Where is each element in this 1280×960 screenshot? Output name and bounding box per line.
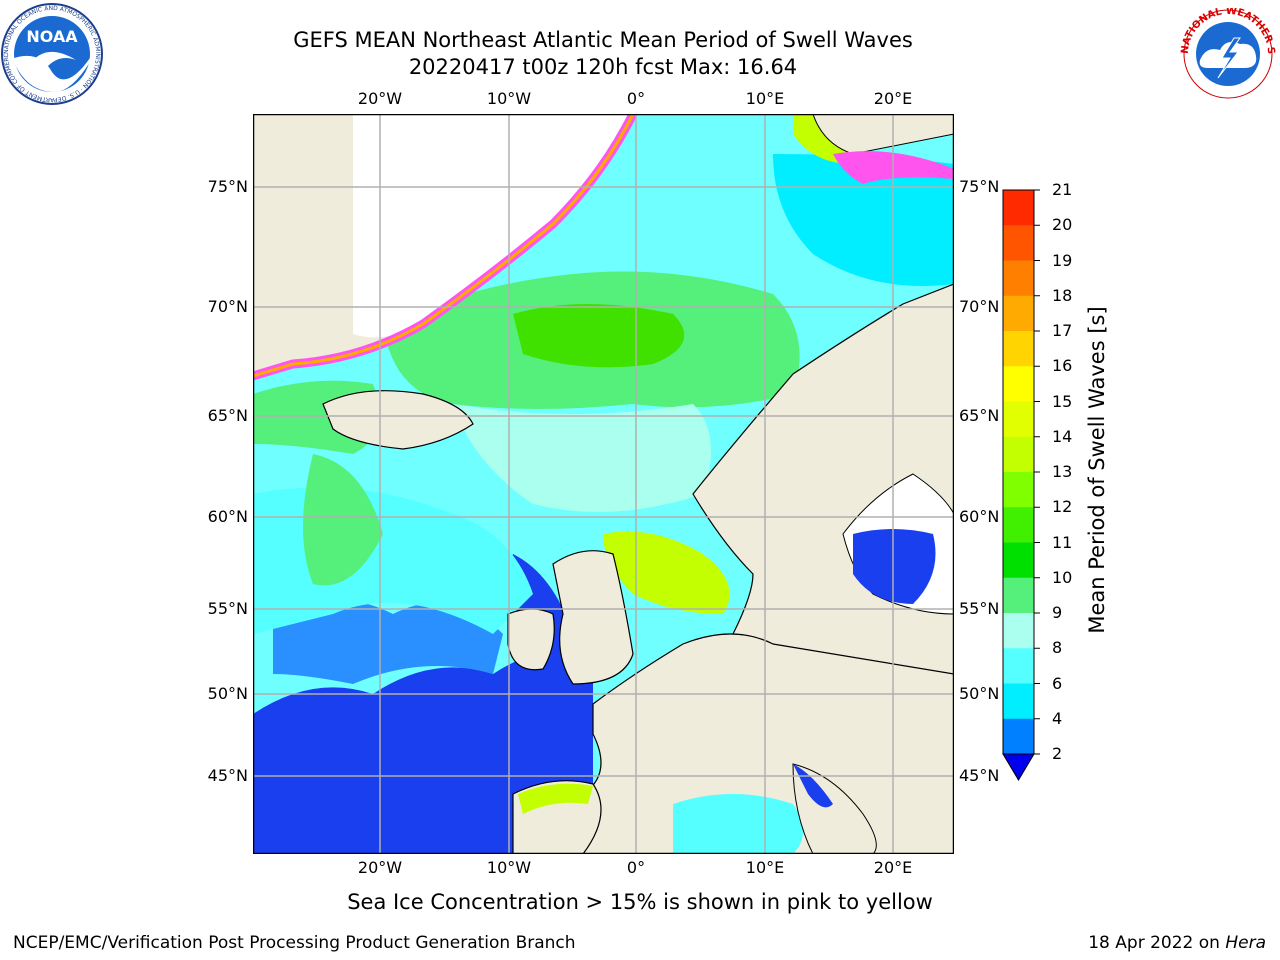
- colorbar-band: [1003, 472, 1034, 508]
- footer-date: 18 Apr 2022 on Hera: [1088, 933, 1266, 953]
- lat-tick-right: 50°N: [959, 684, 1000, 703]
- lat-tick-left: 50°N: [207, 684, 248, 703]
- colorbar-tick-label: 11: [1052, 532, 1073, 552]
- colorbar-tick-label: 9: [1052, 603, 1063, 622]
- colorbar-band: [1003, 225, 1034, 261]
- colorbar-tick-label: 16: [1052, 356, 1073, 376]
- colorbar-extend-arrow: [1002, 753, 1035, 781]
- colorbar-tick-label: 17: [1052, 321, 1073, 340]
- colorbar-band: [1003, 613, 1034, 649]
- colorbar-band: [1003, 648, 1034, 684]
- colorbar-tick-label: 21: [1052, 180, 1073, 199]
- lon-tick-top: 20°E: [873, 89, 913, 108]
- colorbar-band: [1003, 507, 1034, 543]
- colorbar-band: [1003, 436, 1034, 473]
- lat-tick-left: 65°N: [207, 406, 248, 425]
- colorbar-tick-label: 20: [1052, 215, 1073, 235]
- iceland-land: [322, 390, 474, 450]
- lat-tick-right: 75°N: [959, 177, 1000, 196]
- lat-tick-right: 60°N: [959, 507, 1000, 526]
- colorbar-tick-label: 14: [1052, 426, 1073, 446]
- colorbar-tick-label: 12: [1052, 497, 1073, 517]
- lon-tick-top: 0°: [626, 89, 646, 108]
- low-period-region-southwest: [253, 654, 593, 854]
- lon-tick-top: 10°E: [745, 89, 785, 108]
- colorbar-tick-label: 18: [1052, 285, 1073, 305]
- great-britain-land: [552, 550, 634, 685]
- colorbar-tick-label: 15: [1052, 391, 1073, 411]
- lat-tick-left: 55°N: [207, 599, 248, 618]
- colorbar-band: [1003, 683, 1034, 720]
- lon-tick-top: 10°W: [486, 89, 532, 108]
- map-panel: [253, 114, 954, 854]
- colorbar-tick-label: 10: [1052, 567, 1073, 587]
- north-sea-region: [603, 531, 730, 614]
- lon-tick-bottom: 10°E: [745, 858, 785, 877]
- colorbar-band: [1003, 260, 1034, 297]
- lat-tick-left: 60°N: [207, 507, 248, 526]
- lon-tick-bottom: 20°E: [873, 858, 913, 877]
- colorbar-band: [1003, 542, 1034, 579]
- map-subtitle: 20220417 t00z 120h fcst Max: 16.64: [408, 55, 798, 79]
- colorbar-band: [1003, 718, 1034, 755]
- footer-credit: NCEP/EMC/Verification Post Processing Pr…: [13, 933, 576, 953]
- lat-tick-right: 65°N: [959, 406, 1000, 425]
- lat-tick-right: 70°N: [959, 297, 1000, 316]
- colorbar-band: [1003, 366, 1034, 402]
- lon-tick-top: 20°W: [357, 89, 403, 108]
- colorbar-tick-label: 13: [1052, 462, 1073, 481]
- colorbar-tick-label: 19: [1052, 250, 1073, 270]
- colorbar-tick-label: 6: [1052, 673, 1063, 693]
- ireland-land: [507, 608, 555, 671]
- colorbar-band: [1003, 577, 1034, 614]
- lat-tick-left: 70°N: [207, 297, 248, 316]
- colorbar: [1002, 189, 1040, 781]
- lat-tick-left: 75°N: [207, 177, 248, 196]
- colorbar-title: Mean Period of Swell Waves [s]: [1085, 306, 1109, 634]
- lon-tick-bottom: 10°W: [486, 858, 532, 877]
- noaa-logo-text: NOAA: [26, 27, 78, 46]
- nws-logo: NATIONAL WEATHER SERVICE: [1178, 8, 1276, 99]
- footer-machine: Hera: [1225, 933, 1266, 953]
- sea-ice-note: Sea Ice Concentration > 15% is shown in …: [347, 890, 933, 914]
- colorbar-tick-label: 8: [1052, 638, 1063, 658]
- graticule: [253, 114, 954, 854]
- lat-tick-right: 55°N: [959, 599, 1000, 618]
- lon-tick-bottom: 0°: [626, 858, 646, 877]
- colorbar-band: [1003, 401, 1034, 438]
- lat-tick-right: 45°N: [959, 766, 1000, 785]
- map-title: GEFS MEAN Northeast Atlantic Mean Period…: [293, 28, 913, 52]
- colorbar-tick-label: 4: [1052, 708, 1063, 728]
- colorbar-band: [1003, 295, 1034, 332]
- lat-tick-left: 45°N: [207, 766, 248, 785]
- colorbar-band: [1003, 331, 1034, 367]
- continental-europe-land: [564, 633, 954, 854]
- colorbar-band: [1003, 190, 1034, 226]
- noaa-logo: NOAA NATIONAL OCEANIC AND ATMOSPHERIC AD…: [0, 2, 103, 105]
- lon-tick-bottom: 20°W: [357, 858, 403, 877]
- colorbar-tick-label: 2: [1052, 744, 1063, 763]
